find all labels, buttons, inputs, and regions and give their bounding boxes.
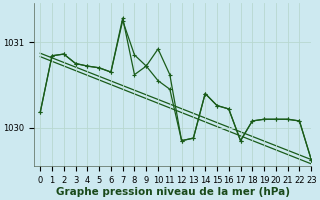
X-axis label: Graphe pression niveau de la mer (hPa): Graphe pression niveau de la mer (hPa): [56, 187, 290, 197]
